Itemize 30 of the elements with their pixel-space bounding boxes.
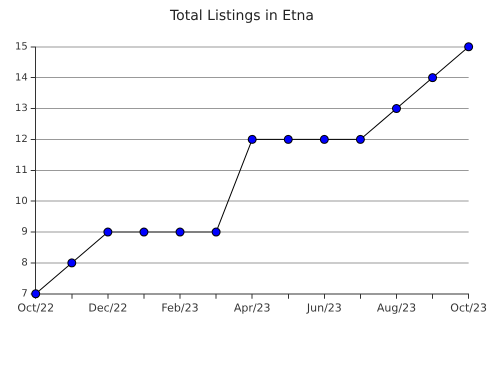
point: [284, 134, 293, 144]
y-tick-label: 9: [21, 226, 28, 238]
y-tick-label: 13: [14, 103, 28, 114]
x-tick-label: Dec/22: [88, 301, 128, 314]
y-tick-label: 8: [21, 258, 28, 269]
x-tick-label: Oct/23: [450, 301, 488, 314]
point: [464, 42, 474, 52]
point: [392, 104, 401, 114]
y-tick-label: 15: [14, 41, 28, 52]
x-tick-label: Jun/23: [306, 301, 342, 314]
point: [248, 134, 257, 144]
point: [31, 289, 40, 298]
y-tick-label: 7: [21, 288, 28, 300]
y-tick-label: 12: [14, 134, 28, 146]
x-tick-label: Apr/23: [234, 301, 271, 314]
y-tick-label: 14: [14, 72, 28, 84]
point: [67, 258, 76, 268]
chart-title: Total Listings in Etna: [168, 8, 314, 24]
point: [428, 73, 438, 82]
point: [212, 228, 221, 237]
y-tick-label: 11: [14, 164, 28, 176]
point: [176, 228, 185, 237]
point: [139, 228, 148, 237]
point: [103, 228, 112, 237]
y-tick-label: 10: [14, 196, 28, 207]
x-tick-label: Aug/23: [376, 301, 416, 314]
x-tick-label: Feb/23: [161, 301, 199, 314]
x-tick-label: Oct/22: [17, 301, 54, 314]
point: [356, 134, 365, 144]
point: [320, 134, 329, 144]
